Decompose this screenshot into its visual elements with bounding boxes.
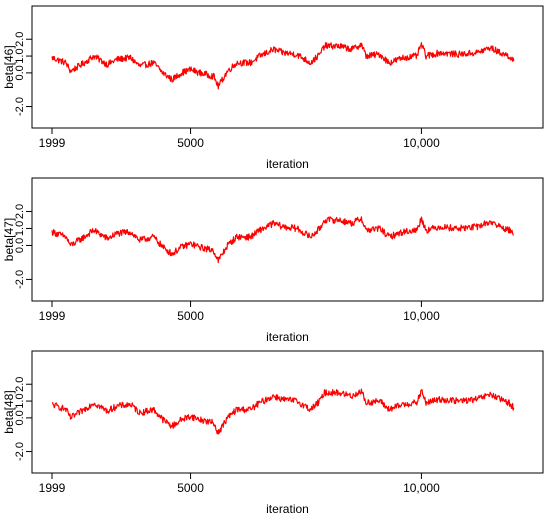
y-tick-label: 1.0 xyxy=(14,221,26,236)
plot-frame xyxy=(31,177,544,302)
y-tick-label: 1.0 xyxy=(14,393,26,408)
trace-line xyxy=(51,388,515,435)
y-tick-label: 0.0 xyxy=(14,410,26,425)
y-axis-label: beta[46] xyxy=(2,45,16,88)
y-axis-label: beta[47] xyxy=(2,218,16,261)
y-tick-label: 0.0 xyxy=(14,238,26,253)
y-tick-label: -2.0 xyxy=(14,97,26,116)
x-tick-label: 5000 xyxy=(177,136,204,150)
y-axis-label: beta[48] xyxy=(2,390,16,433)
y-tick-label: 2.0 xyxy=(14,377,26,392)
y-tick-label: 1.0 xyxy=(14,48,26,63)
chart-panel-3: 1999 5000 10,000 -2.0 0.0 1.02.0 iteration beta… xyxy=(2,350,544,516)
trace-line xyxy=(51,42,515,90)
x-tick-label: 10,000 xyxy=(403,309,440,323)
y-tick-label: 2.0 xyxy=(14,32,26,47)
y-tick-label: -2.0 xyxy=(14,270,26,289)
x-tick-label: 1999 xyxy=(39,136,66,150)
x-axis-label: iteration xyxy=(266,502,309,516)
x-tick-label: 5000 xyxy=(177,309,204,323)
y-tick-label: -2.0 xyxy=(14,442,26,461)
x-tick-label: 10,000 xyxy=(403,481,440,495)
x-tick-label: 5000 xyxy=(177,481,204,495)
x-tick-label: 10,000 xyxy=(403,136,440,150)
chart-panel-1: 1999 5000 10,000 -2.0 0.0 1.02.0 iteration beta… xyxy=(2,5,544,171)
plot-frame xyxy=(31,350,544,474)
chart-panel-2: 1999 5000 10,000 -2.0 0.0 1.0 2.0 iteration beta… xyxy=(2,177,544,344)
x-tick-label: 1999 xyxy=(39,309,66,323)
x-tick-label: 1999 xyxy=(39,481,66,495)
y-tick-label: 2.0 xyxy=(14,204,26,219)
plot-frame xyxy=(31,5,544,129)
y-tick-label: 0.0 xyxy=(14,65,26,80)
trace-line xyxy=(51,216,515,264)
x-axis-label: iteration xyxy=(266,330,309,344)
x-axis-label: iteration xyxy=(266,157,309,171)
